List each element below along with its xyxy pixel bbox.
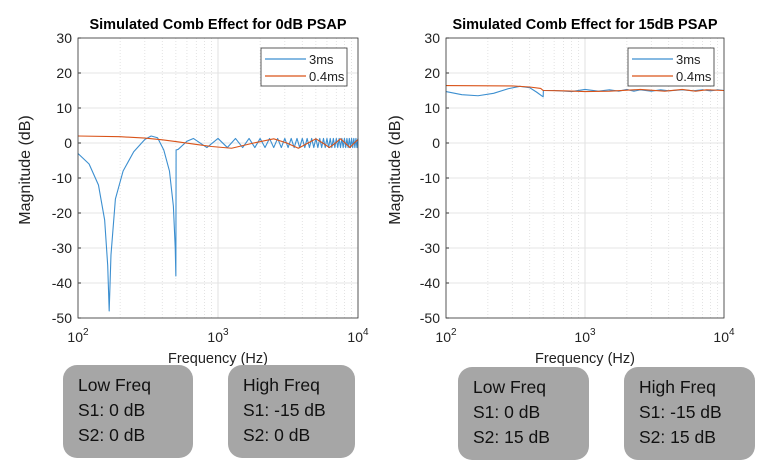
annotation-line: S2: 15 dB — [639, 427, 716, 447]
y-tick-label: -10 — [420, 170, 440, 186]
y-tick-label: -50 — [420, 310, 440, 326]
annotation-box-low-freq-15db: Low Freq S1: 0 dB S2: 15 dB — [458, 367, 589, 460]
y-tick-label: -10 — [52, 170, 72, 186]
x-tick-label: 102 — [435, 327, 457, 345]
chart-title: Simulated Comb Effect for 15dB PSAP — [452, 17, 717, 33]
x-tick-label: 102 — [67, 327, 89, 345]
annotation-line: Low Freq — [78, 375, 151, 395]
y-tick-label: 20 — [56, 65, 72, 81]
y-tick-label: -20 — [52, 205, 72, 221]
y-axis-label: Magnitude (dB) — [387, 115, 404, 224]
y-tick-label: -40 — [52, 275, 72, 291]
legend-box — [627, 47, 715, 87]
annotation-box-high-freq-0db: High Freq S1: -15 dB S2: 0 dB — [228, 365, 355, 458]
annotation-line: S2: 0 dB — [243, 425, 311, 445]
chart-title: Simulated Comb Effect for 0dB PSAP — [89, 17, 346, 33]
y-tick-label: -20 — [420, 205, 440, 221]
annotation-box-low-freq-0db: Low Freq S1: 0 dB S2: 0 dB — [63, 365, 193, 458]
x-tick-label: 103 — [574, 327, 596, 345]
y-tick-label: -30 — [52, 240, 72, 256]
x-axis-label: Frequency (Hz) — [535, 351, 635, 367]
annotation-line: High Freq — [243, 375, 320, 395]
x-tick-label: 103 — [207, 327, 229, 345]
y-tick-label: 10 — [56, 100, 72, 116]
annotation-line: S2: 0 dB — [78, 425, 146, 445]
y-tick-label: 30 — [424, 30, 440, 46]
y-tick-label: 20 — [424, 65, 440, 81]
annotation-line: S1: -15 dB — [639, 402, 722, 422]
legend-label: 3ms — [676, 52, 701, 67]
y-tick-label: -50 — [52, 310, 72, 326]
y-tick-label: 0 — [432, 135, 440, 151]
axes-frame — [77, 37, 359, 319]
series-line-0-4ms — [77, 135, 359, 149]
x-tick-label: 104 — [347, 327, 369, 345]
y-tick-label: -40 — [420, 275, 440, 291]
y-tick-label: -30 — [420, 240, 440, 256]
annotation-line: S1: 0 dB — [473, 402, 541, 422]
annotation-line: S1: 0 dB — [78, 400, 146, 420]
series-line-0-4ms — [445, 85, 725, 93]
legend-label: 0.4ms — [309, 69, 345, 84]
legend: 3ms 0.4ms — [627, 47, 715, 87]
annotation-line: High Freq — [639, 377, 716, 397]
y-tick-label: 10 — [424, 100, 440, 116]
y-tick-label: 0 — [64, 135, 72, 151]
x-tick-label: 104 — [713, 327, 735, 345]
x-axis-label: Frequency (Hz) — [168, 351, 268, 367]
series-line-3ms — [77, 135, 359, 312]
axes-frame — [445, 37, 725, 319]
annotation-box-high-freq-15db: High Freq S1: -15 dB S2: 15 dB — [624, 367, 755, 460]
legend-box — [260, 47, 348, 87]
annotation-line: Low Freq — [473, 377, 546, 397]
annotation-line: S1: -15 dB — [243, 400, 326, 420]
y-axis-label: Magnitude (dB) — [17, 115, 34, 224]
legend-label: 0.4ms — [676, 69, 712, 84]
legend: 3ms 0.4ms — [260, 47, 348, 87]
y-tick-label: 30 — [56, 30, 72, 46]
legend-label: 3ms — [309, 52, 334, 67]
annotation-line: S2: 15 dB — [473, 427, 550, 447]
